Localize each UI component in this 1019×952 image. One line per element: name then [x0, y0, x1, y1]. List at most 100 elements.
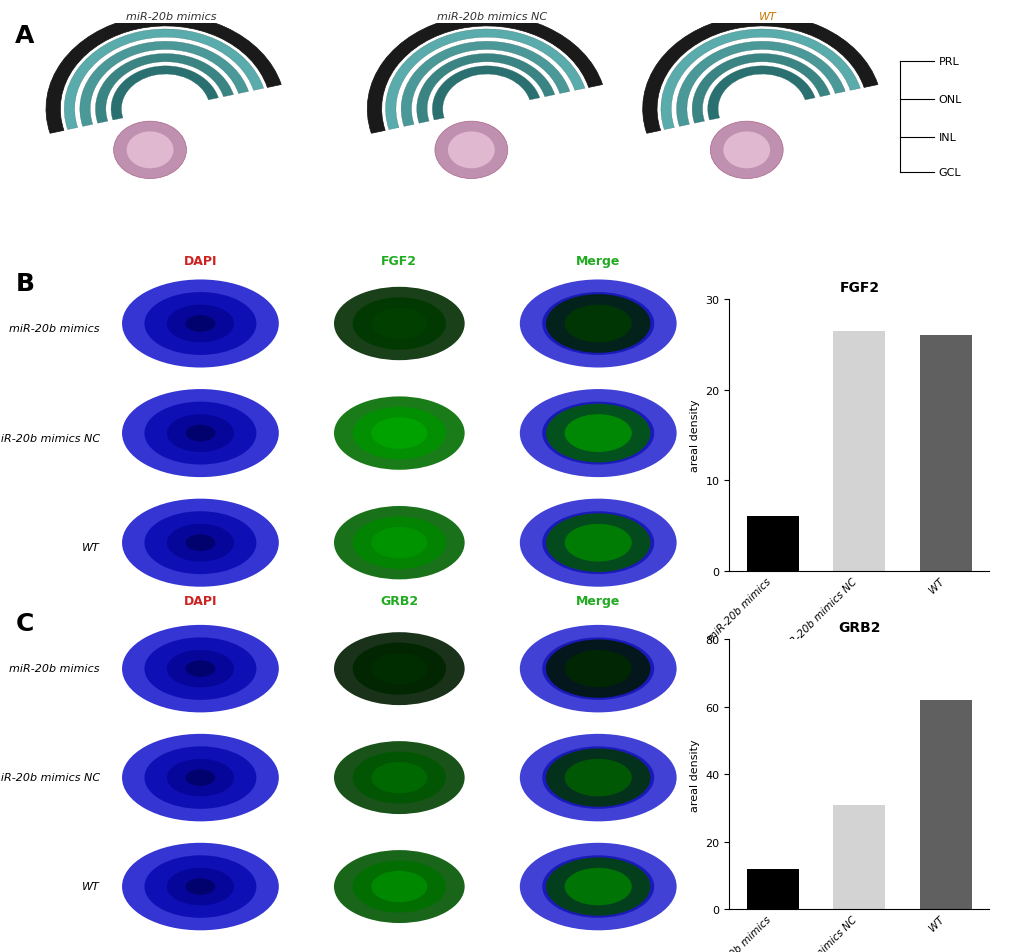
Circle shape — [185, 426, 215, 442]
Circle shape — [333, 850, 465, 923]
Circle shape — [371, 763, 427, 793]
Text: A: A — [15, 24, 35, 48]
Circle shape — [545, 858, 650, 916]
Circle shape — [545, 295, 650, 353]
Circle shape — [122, 625, 278, 713]
Circle shape — [545, 748, 650, 807]
Text: ONL: ONL — [937, 95, 961, 105]
Circle shape — [545, 640, 650, 698]
Circle shape — [565, 868, 631, 905]
Wedge shape — [64, 30, 263, 130]
Text: GCL: GCL — [937, 169, 960, 178]
Wedge shape — [400, 42, 570, 128]
Circle shape — [167, 868, 233, 905]
Title: WT: WT — [758, 11, 775, 22]
Title: FGF2: FGF2 — [839, 281, 878, 294]
Bar — [833, 331, 884, 571]
Text: FGF2: FGF2 — [381, 254, 417, 268]
Circle shape — [122, 389, 278, 478]
Circle shape — [565, 650, 631, 687]
Circle shape — [722, 132, 769, 169]
Circle shape — [520, 499, 676, 587]
Circle shape — [122, 734, 278, 822]
Circle shape — [520, 625, 676, 713]
Circle shape — [565, 525, 631, 562]
Circle shape — [565, 306, 631, 343]
Bar — [746, 517, 798, 571]
Circle shape — [333, 742, 465, 814]
Wedge shape — [417, 54, 554, 124]
Circle shape — [545, 514, 650, 572]
Circle shape — [185, 316, 215, 332]
Circle shape — [113, 122, 186, 179]
Circle shape — [520, 843, 676, 930]
Circle shape — [520, 280, 676, 368]
Text: WT: WT — [83, 882, 100, 891]
Bar — [919, 336, 971, 571]
Circle shape — [371, 418, 427, 449]
Text: DAPI: DAPI — [183, 254, 217, 268]
Wedge shape — [367, 15, 602, 134]
Circle shape — [353, 752, 445, 803]
Circle shape — [333, 506, 465, 580]
Circle shape — [145, 293, 256, 356]
Wedge shape — [111, 67, 218, 121]
Circle shape — [145, 856, 256, 918]
Text: PRL: PRL — [937, 57, 958, 67]
Text: C: C — [15, 611, 34, 635]
Wedge shape — [79, 42, 249, 128]
Circle shape — [126, 132, 173, 169]
Circle shape — [145, 403, 256, 466]
Text: miR-20b mimics: miR-20b mimics — [9, 324, 100, 334]
Circle shape — [542, 746, 653, 809]
Y-axis label: areal density: areal density — [689, 738, 699, 811]
Circle shape — [353, 407, 445, 460]
Bar — [833, 804, 884, 909]
Circle shape — [167, 415, 233, 452]
Circle shape — [542, 856, 653, 918]
Circle shape — [185, 769, 215, 786]
Text: WT: WT — [83, 543, 100, 553]
Y-axis label: areal density: areal density — [689, 399, 699, 472]
Circle shape — [145, 512, 256, 575]
Circle shape — [333, 397, 465, 470]
Circle shape — [371, 527, 427, 559]
Circle shape — [333, 288, 465, 361]
Circle shape — [565, 415, 631, 452]
Circle shape — [122, 843, 278, 930]
Circle shape — [353, 861, 445, 913]
Circle shape — [333, 632, 465, 705]
Wedge shape — [676, 42, 845, 128]
Circle shape — [185, 661, 215, 677]
Wedge shape — [96, 54, 233, 124]
Circle shape — [545, 405, 650, 463]
Bar — [746, 869, 798, 909]
Wedge shape — [707, 67, 814, 121]
Circle shape — [709, 122, 783, 179]
Circle shape — [542, 293, 653, 356]
Circle shape — [167, 525, 233, 562]
Circle shape — [447, 132, 494, 169]
Circle shape — [167, 759, 233, 797]
Title: miR-20b mimics: miR-20b mimics — [125, 11, 216, 22]
Text: miR-20b mimics: miR-20b mimics — [9, 664, 100, 673]
Circle shape — [520, 389, 676, 478]
Circle shape — [185, 535, 215, 551]
Text: Merge: Merge — [576, 594, 620, 607]
Circle shape — [353, 298, 445, 350]
Wedge shape — [660, 30, 859, 130]
Circle shape — [371, 308, 427, 340]
Wedge shape — [385, 30, 584, 130]
Circle shape — [122, 499, 278, 587]
Circle shape — [371, 871, 427, 902]
Circle shape — [565, 759, 631, 797]
Circle shape — [167, 650, 233, 687]
Circle shape — [434, 122, 507, 179]
Circle shape — [145, 638, 256, 700]
Circle shape — [542, 512, 653, 575]
Circle shape — [353, 643, 445, 695]
Title: GRB2: GRB2 — [838, 621, 879, 634]
Bar — [919, 701, 971, 909]
Wedge shape — [692, 54, 829, 124]
Circle shape — [353, 517, 445, 569]
